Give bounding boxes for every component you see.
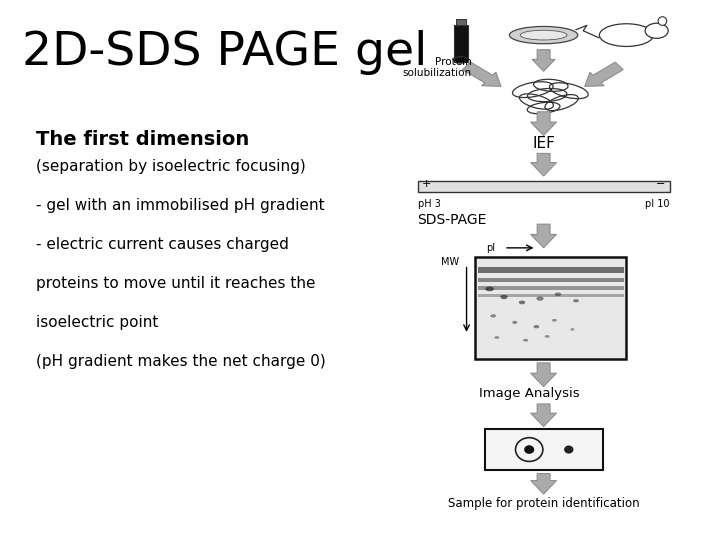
- Text: +: +: [422, 179, 431, 189]
- Text: IEF: IEF: [532, 136, 555, 151]
- Ellipse shape: [495, 336, 500, 339]
- Text: The first dimension: The first dimension: [36, 130, 249, 148]
- Ellipse shape: [524, 445, 534, 454]
- Ellipse shape: [570, 328, 575, 330]
- Bar: [456, 19, 466, 25]
- Ellipse shape: [645, 23, 668, 38]
- FancyArrow shape: [532, 50, 555, 71]
- Ellipse shape: [490, 314, 496, 318]
- FancyArrow shape: [531, 224, 557, 248]
- Ellipse shape: [536, 296, 544, 301]
- Ellipse shape: [521, 30, 567, 40]
- Ellipse shape: [545, 335, 550, 338]
- Text: Sample for protein identification: Sample for protein identification: [448, 497, 639, 510]
- FancyArrow shape: [531, 474, 557, 494]
- FancyArrow shape: [462, 62, 501, 86]
- Ellipse shape: [485, 286, 494, 292]
- Ellipse shape: [519, 300, 526, 304]
- Ellipse shape: [523, 339, 528, 341]
- Bar: [418, 181, 670, 192]
- Bar: [454, 25, 468, 62]
- Text: Protein
solubilization: Protein solubilization: [402, 57, 472, 78]
- Bar: [475, 256, 626, 359]
- Ellipse shape: [500, 295, 508, 299]
- Ellipse shape: [554, 292, 562, 296]
- Ellipse shape: [510, 26, 578, 44]
- Text: - electric current causes charged: - electric current causes charged: [36, 237, 289, 252]
- Bar: [485, 429, 603, 470]
- Bar: [478, 294, 624, 297]
- Text: proteins to move until it reaches the: proteins to move until it reaches the: [36, 276, 315, 291]
- Text: pI: pI: [486, 243, 495, 253]
- Text: pH 3: pH 3: [418, 199, 441, 210]
- Ellipse shape: [454, 57, 468, 63]
- Text: SDS-PAGE: SDS-PAGE: [418, 213, 487, 227]
- Text: pI 10: pI 10: [645, 199, 670, 210]
- Bar: [478, 286, 624, 289]
- Text: (pH gradient makes the net charge 0): (pH gradient makes the net charge 0): [36, 354, 325, 369]
- Ellipse shape: [658, 17, 667, 25]
- Text: −: −: [656, 179, 665, 189]
- FancyArrow shape: [531, 153, 557, 176]
- Ellipse shape: [513, 321, 518, 324]
- Ellipse shape: [552, 319, 557, 321]
- FancyArrow shape: [585, 62, 624, 86]
- Text: isoelectric point: isoelectric point: [36, 315, 158, 330]
- Text: (separation by isoelectric focusing): (separation by isoelectric focusing): [36, 159, 306, 174]
- Ellipse shape: [599, 24, 654, 46]
- Text: MW: MW: [441, 257, 459, 267]
- Bar: [478, 278, 624, 282]
- Text: - gel with an immobilised pH gradient: - gel with an immobilised pH gradient: [36, 198, 325, 213]
- FancyArrow shape: [531, 404, 557, 427]
- FancyArrow shape: [531, 363, 557, 387]
- Text: Image Analysis: Image Analysis: [479, 387, 580, 400]
- Ellipse shape: [573, 299, 579, 302]
- Ellipse shape: [564, 446, 574, 454]
- Ellipse shape: [534, 325, 539, 328]
- Bar: [478, 267, 624, 273]
- Text: 2D-SDS PAGE gel: 2D-SDS PAGE gel: [22, 30, 427, 75]
- FancyArrow shape: [531, 112, 557, 136]
